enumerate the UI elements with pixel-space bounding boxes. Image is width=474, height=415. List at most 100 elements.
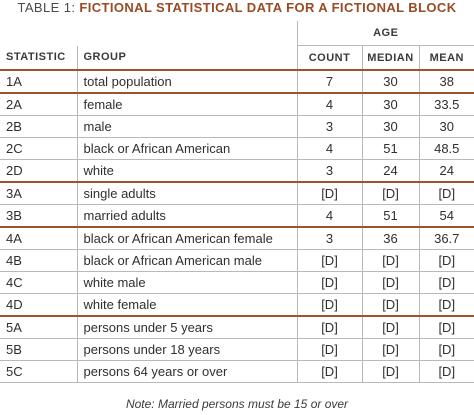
cell-group: black or African American male	[76, 249, 297, 272]
cell-group: male	[76, 115, 297, 138]
cell-group: white	[76, 159, 297, 182]
cell-mean: 30	[418, 115, 474, 138]
header-blank	[0, 21, 297, 46]
cell-median: [D]	[361, 338, 419, 361]
table-row: 2C black or African American 4 51 48.5	[0, 137, 474, 160]
table-row: 5C persons 64 years or over [D] [D] [D]	[0, 360, 474, 383]
table-title: FICTIONAL STATISTICAL DATA FOR A FICTION…	[79, 0, 457, 15]
cell-count: [D]	[296, 315, 362, 339]
cell-mean: 54	[418, 204, 474, 227]
cell-count: 4	[296, 137, 362, 160]
table-row: 4A black or African American female 3 36…	[0, 226, 474, 250]
cell-median: [D]	[361, 293, 419, 316]
cell-mean: [D]	[418, 360, 474, 383]
cell-count: 3	[296, 226, 362, 250]
cell-statistic: 2B	[0, 115, 77, 138]
cell-mean: [D]	[418, 338, 474, 361]
header-statistic: STATISTIC	[0, 45, 77, 71]
cell-statistic: 4A	[0, 226, 77, 250]
cell-median: [D]	[361, 315, 419, 339]
table-row: 4D white female [D] [D] [D]	[0, 293, 474, 316]
cell-count: 7	[296, 69, 362, 93]
cell-median: [D]	[361, 271, 419, 294]
cell-mean: [D]	[418, 293, 474, 316]
cell-statistic: 3A	[0, 181, 77, 205]
table-row: 4C white male [D] [D] [D]	[0, 271, 474, 294]
cell-count: 3	[296, 159, 362, 182]
table-row: 2D white 3 24 24	[0, 159, 474, 182]
cell-count: [D]	[296, 338, 362, 361]
cell-median: 51	[361, 204, 419, 227]
cell-mean: 33.5	[418, 92, 474, 116]
cell-median: [D]	[361, 181, 419, 205]
cell-mean: [D]	[418, 249, 474, 272]
table-row: 2A female 4 30 33.5	[0, 92, 474, 116]
table-row: 5B persons under 18 years [D] [D] [D]	[0, 338, 474, 361]
table-row: 1A total population 7 30 38	[0, 69, 474, 93]
cell-statistic: 2D	[0, 159, 77, 182]
cell-statistic: 2A	[0, 92, 77, 116]
cell-median: 51	[361, 137, 419, 160]
table-row: 2B male 3 30 30	[0, 115, 474, 138]
cell-mean: 48.5	[418, 137, 474, 160]
cell-group: persons under 5 years	[76, 315, 297, 339]
cell-count: [D]	[296, 360, 362, 383]
cell-group: total population	[76, 69, 297, 93]
cell-count: [D]	[296, 181, 362, 205]
header-row-age: AGE	[0, 21, 474, 46]
cell-mean: 24	[418, 159, 474, 182]
cell-count: 4	[296, 204, 362, 227]
cell-statistic: 4C	[0, 271, 77, 294]
cell-group: white female	[76, 293, 297, 316]
cell-mean: [D]	[418, 271, 474, 294]
cell-median: 30	[361, 115, 419, 138]
header-count: COUNT	[296, 45, 362, 71]
table-body: 1A total population 7 30 38 2A female 4 …	[0, 69, 474, 383]
cell-group: persons under 18 years	[76, 338, 297, 361]
cell-count: [D]	[296, 249, 362, 272]
cell-median: [D]	[361, 249, 419, 272]
cell-median: 30	[361, 92, 419, 116]
table-caption: TABLE 1: FICTIONAL STATISTICAL DATA FOR …	[0, 0, 474, 16]
table-row: 4B black or African American male [D] [D…	[0, 249, 474, 272]
header-mean: MEAN	[418, 45, 474, 71]
cell-count: [D]	[296, 271, 362, 294]
cell-statistic: 5A	[0, 315, 77, 339]
table-note: Note: Married persons must be 15 or over	[125, 397, 349, 411]
cell-statistic: 4D	[0, 293, 77, 316]
cell-group: married adults	[76, 204, 297, 227]
table-row: 3B married adults 4 51 54	[0, 204, 474, 227]
cell-group: persons 64 years or over	[76, 360, 297, 383]
header-row-columns: STATISTIC GROUP COUNT MEDIAN MEAN	[0, 45, 474, 71]
cell-group: black or African American	[76, 137, 297, 160]
cell-median: 36	[361, 226, 419, 250]
cell-mean: 36.7	[418, 226, 474, 250]
cell-count: 4	[296, 92, 362, 116]
cell-group: female	[76, 92, 297, 116]
table-row: 3A single adults [D] [D] [D]	[0, 181, 474, 205]
cell-median: 30	[361, 69, 419, 93]
cell-statistic: 1A	[0, 69, 77, 93]
table-row: 5A persons under 5 years [D] [D] [D]	[0, 315, 474, 339]
header-median: MEDIAN	[361, 45, 419, 71]
cell-mean: [D]	[418, 181, 474, 205]
cell-statistic: 5C	[0, 360, 77, 383]
cell-statistic: 2C	[0, 137, 77, 160]
cell-group: black or African American female	[76, 226, 297, 250]
header-group: GROUP	[76, 45, 297, 71]
table-number: TABLE 1:	[17, 0, 76, 15]
cell-median: [D]	[361, 360, 419, 383]
header-age: AGE	[296, 21, 474, 46]
cell-statistic: 3B	[0, 204, 77, 227]
cell-count: [D]	[296, 293, 362, 316]
cell-count: 3	[296, 115, 362, 138]
cell-group: white male	[76, 271, 297, 294]
cell-statistic: 4B	[0, 249, 77, 272]
statistics-table: AGE STATISTIC GROUP COUNT MEDIAN MEAN 1A…	[0, 21, 474, 383]
cell-mean: 38	[418, 69, 474, 93]
cell-mean: [D]	[418, 315, 474, 339]
cell-statistic: 5B	[0, 338, 77, 361]
cell-group: single adults	[76, 181, 297, 205]
cell-median: 24	[361, 159, 419, 182]
